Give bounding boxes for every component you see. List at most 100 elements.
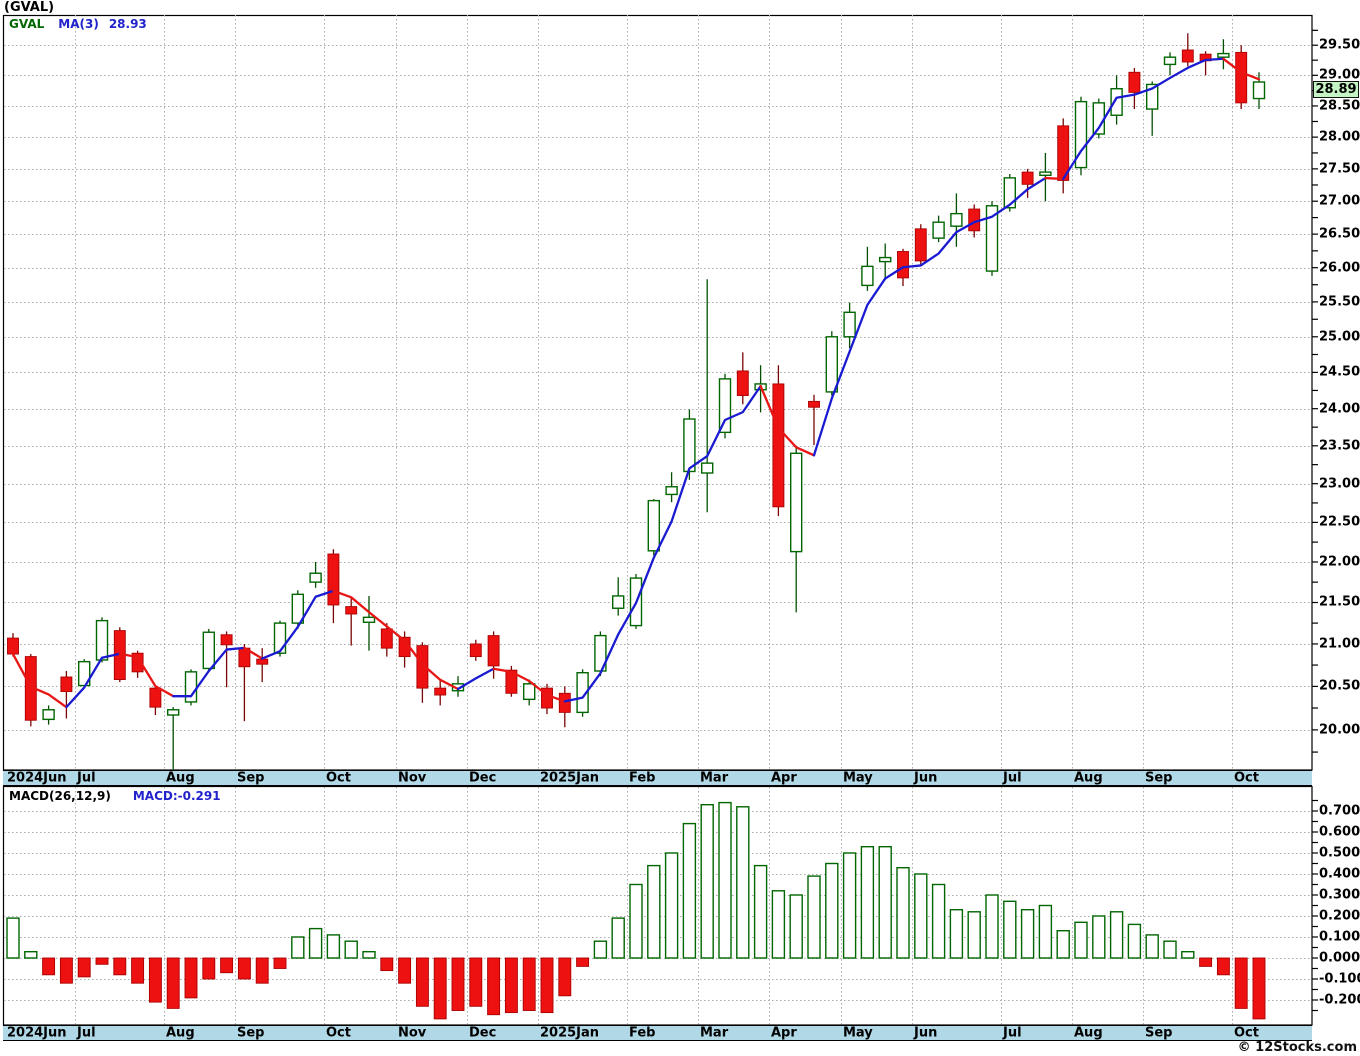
macd-current-value: MACD:-0.291 bbox=[132, 789, 221, 803]
price-axis-label: 21.00 bbox=[1319, 636, 1360, 652]
month-label: Nov bbox=[398, 1025, 427, 1041]
price-axis-label: 28.50 bbox=[1319, 98, 1360, 114]
ma-line bbox=[243, 646, 264, 660]
month-label: Jul bbox=[1003, 770, 1022, 786]
candle-body bbox=[309, 572, 322, 583]
macd-bar bbox=[1163, 940, 1177, 959]
macd-axis-label: 0.700 bbox=[1319, 803, 1360, 819]
macd-bar bbox=[718, 801, 732, 959]
month-label: May bbox=[843, 1025, 873, 1041]
month-label: Sep bbox=[237, 1025, 265, 1041]
price-axis-label: 23.50 bbox=[1319, 438, 1360, 454]
month-label: Aug bbox=[1074, 1025, 1103, 1041]
macd-bar bbox=[629, 883, 643, 959]
candle-body bbox=[808, 400, 820, 408]
candle-body bbox=[647, 499, 660, 552]
macd-bar bbox=[664, 852, 679, 959]
month-label: Sep bbox=[1145, 1025, 1173, 1041]
macd-axis-label: 0.300 bbox=[1319, 887, 1360, 903]
candle-body bbox=[736, 370, 749, 396]
watermark: © 12Stocks.com bbox=[1237, 1040, 1357, 1055]
macd-bar bbox=[647, 864, 661, 959]
ma-line bbox=[456, 667, 495, 691]
candle-body bbox=[1145, 83, 1159, 110]
candle-body bbox=[1074, 100, 1088, 169]
month-label: Jul bbox=[77, 770, 96, 786]
macd-bar bbox=[1216, 957, 1230, 976]
macd-bar bbox=[949, 909, 964, 959]
macd-bar bbox=[1074, 921, 1088, 959]
candle-body bbox=[434, 687, 447, 696]
macd-bar bbox=[1056, 930, 1070, 959]
macd-bar bbox=[362, 951, 376, 959]
macd-bar bbox=[131, 957, 145, 984]
candle-body bbox=[60, 676, 73, 693]
macd-bar bbox=[985, 894, 999, 959]
ma-line bbox=[563, 384, 762, 703]
macd-bar bbox=[611, 917, 625, 959]
macd-bar bbox=[878, 846, 892, 959]
candle-body bbox=[380, 628, 393, 649]
month-label: Jun bbox=[914, 770, 938, 786]
price-axis-label: 24.00 bbox=[1319, 401, 1360, 417]
macd-axis-label: -0.100 bbox=[1319, 971, 1360, 987]
candle-body bbox=[7, 637, 19, 655]
ma-line bbox=[65, 652, 121, 709]
macd-bar bbox=[380, 957, 394, 972]
candle-body bbox=[256, 658, 269, 665]
macd-bar bbox=[1109, 911, 1124, 959]
price-axis-label: 29.00 bbox=[1319, 67, 1360, 83]
macd-bar bbox=[255, 957, 269, 984]
candle-body bbox=[825, 336, 838, 393]
legend-ma-value: 28.93 bbox=[108, 17, 147, 31]
candle-body bbox=[1217, 52, 1230, 58]
candle-body bbox=[772, 383, 785, 508]
price-axis-label: 20.00 bbox=[1319, 722, 1360, 738]
ma-line bbox=[812, 176, 1047, 457]
candle-body bbox=[683, 418, 696, 473]
macd-bar bbox=[771, 890, 786, 959]
candle-body bbox=[184, 671, 198, 703]
month-label: Mar bbox=[700, 770, 729, 786]
ma-line bbox=[332, 589, 460, 691]
candle-body bbox=[345, 606, 358, 615]
month-label: Jun bbox=[914, 1025, 938, 1041]
macd-bar bbox=[6, 917, 20, 959]
ma-line bbox=[172, 646, 246, 698]
macd-axis-label: -0.200 bbox=[1319, 992, 1360, 1008]
ma-line bbox=[11, 652, 68, 709]
candle-body bbox=[914, 228, 927, 262]
candle-body bbox=[1003, 177, 1016, 209]
macd-bar bbox=[842, 852, 857, 959]
price-panel-border bbox=[2, 14, 1313, 771]
macd-bar bbox=[95, 957, 109, 965]
month-label: Oct bbox=[1234, 1025, 1259, 1041]
macd-bar bbox=[860, 846, 875, 959]
macd-bar bbox=[291, 936, 305, 959]
price-axis-label: 27.50 bbox=[1319, 161, 1360, 177]
candle-body bbox=[1163, 56, 1177, 66]
price-axis-label: 25.00 bbox=[1319, 329, 1360, 345]
price-axis-label: 26.50 bbox=[1319, 226, 1360, 242]
candle-body bbox=[665, 486, 678, 496]
macd-bar bbox=[736, 806, 750, 959]
macd-bar bbox=[113, 957, 127, 976]
macd-bar bbox=[1234, 957, 1248, 1009]
month-label: May bbox=[843, 770, 873, 786]
candle-body bbox=[149, 687, 162, 708]
page-title: (GVAL) bbox=[4, 0, 55, 15]
macd-bar bbox=[42, 957, 56, 976]
candle-body bbox=[523, 683, 536, 701]
candle-body bbox=[487, 635, 500, 667]
ma-line bbox=[118, 652, 175, 698]
macd-bar bbox=[326, 934, 341, 959]
candle-body bbox=[273, 622, 287, 654]
price-axis-label: 21.50 bbox=[1319, 594, 1360, 610]
date-axis-upper: 2024Jun Jul Aug Sep Oct Nov Dec 2025Jan Feb Mar Ap… bbox=[3, 770, 1312, 786]
price-axis-label: 29.50 bbox=[1319, 37, 1360, 53]
macd-bar bbox=[1127, 923, 1142, 959]
macd-indicator-label: MACD(26,12,9) bbox=[9, 789, 111, 803]
macd-bar bbox=[504, 957, 518, 1014]
candle-body bbox=[576, 672, 589, 714]
candle-body bbox=[985, 205, 999, 272]
